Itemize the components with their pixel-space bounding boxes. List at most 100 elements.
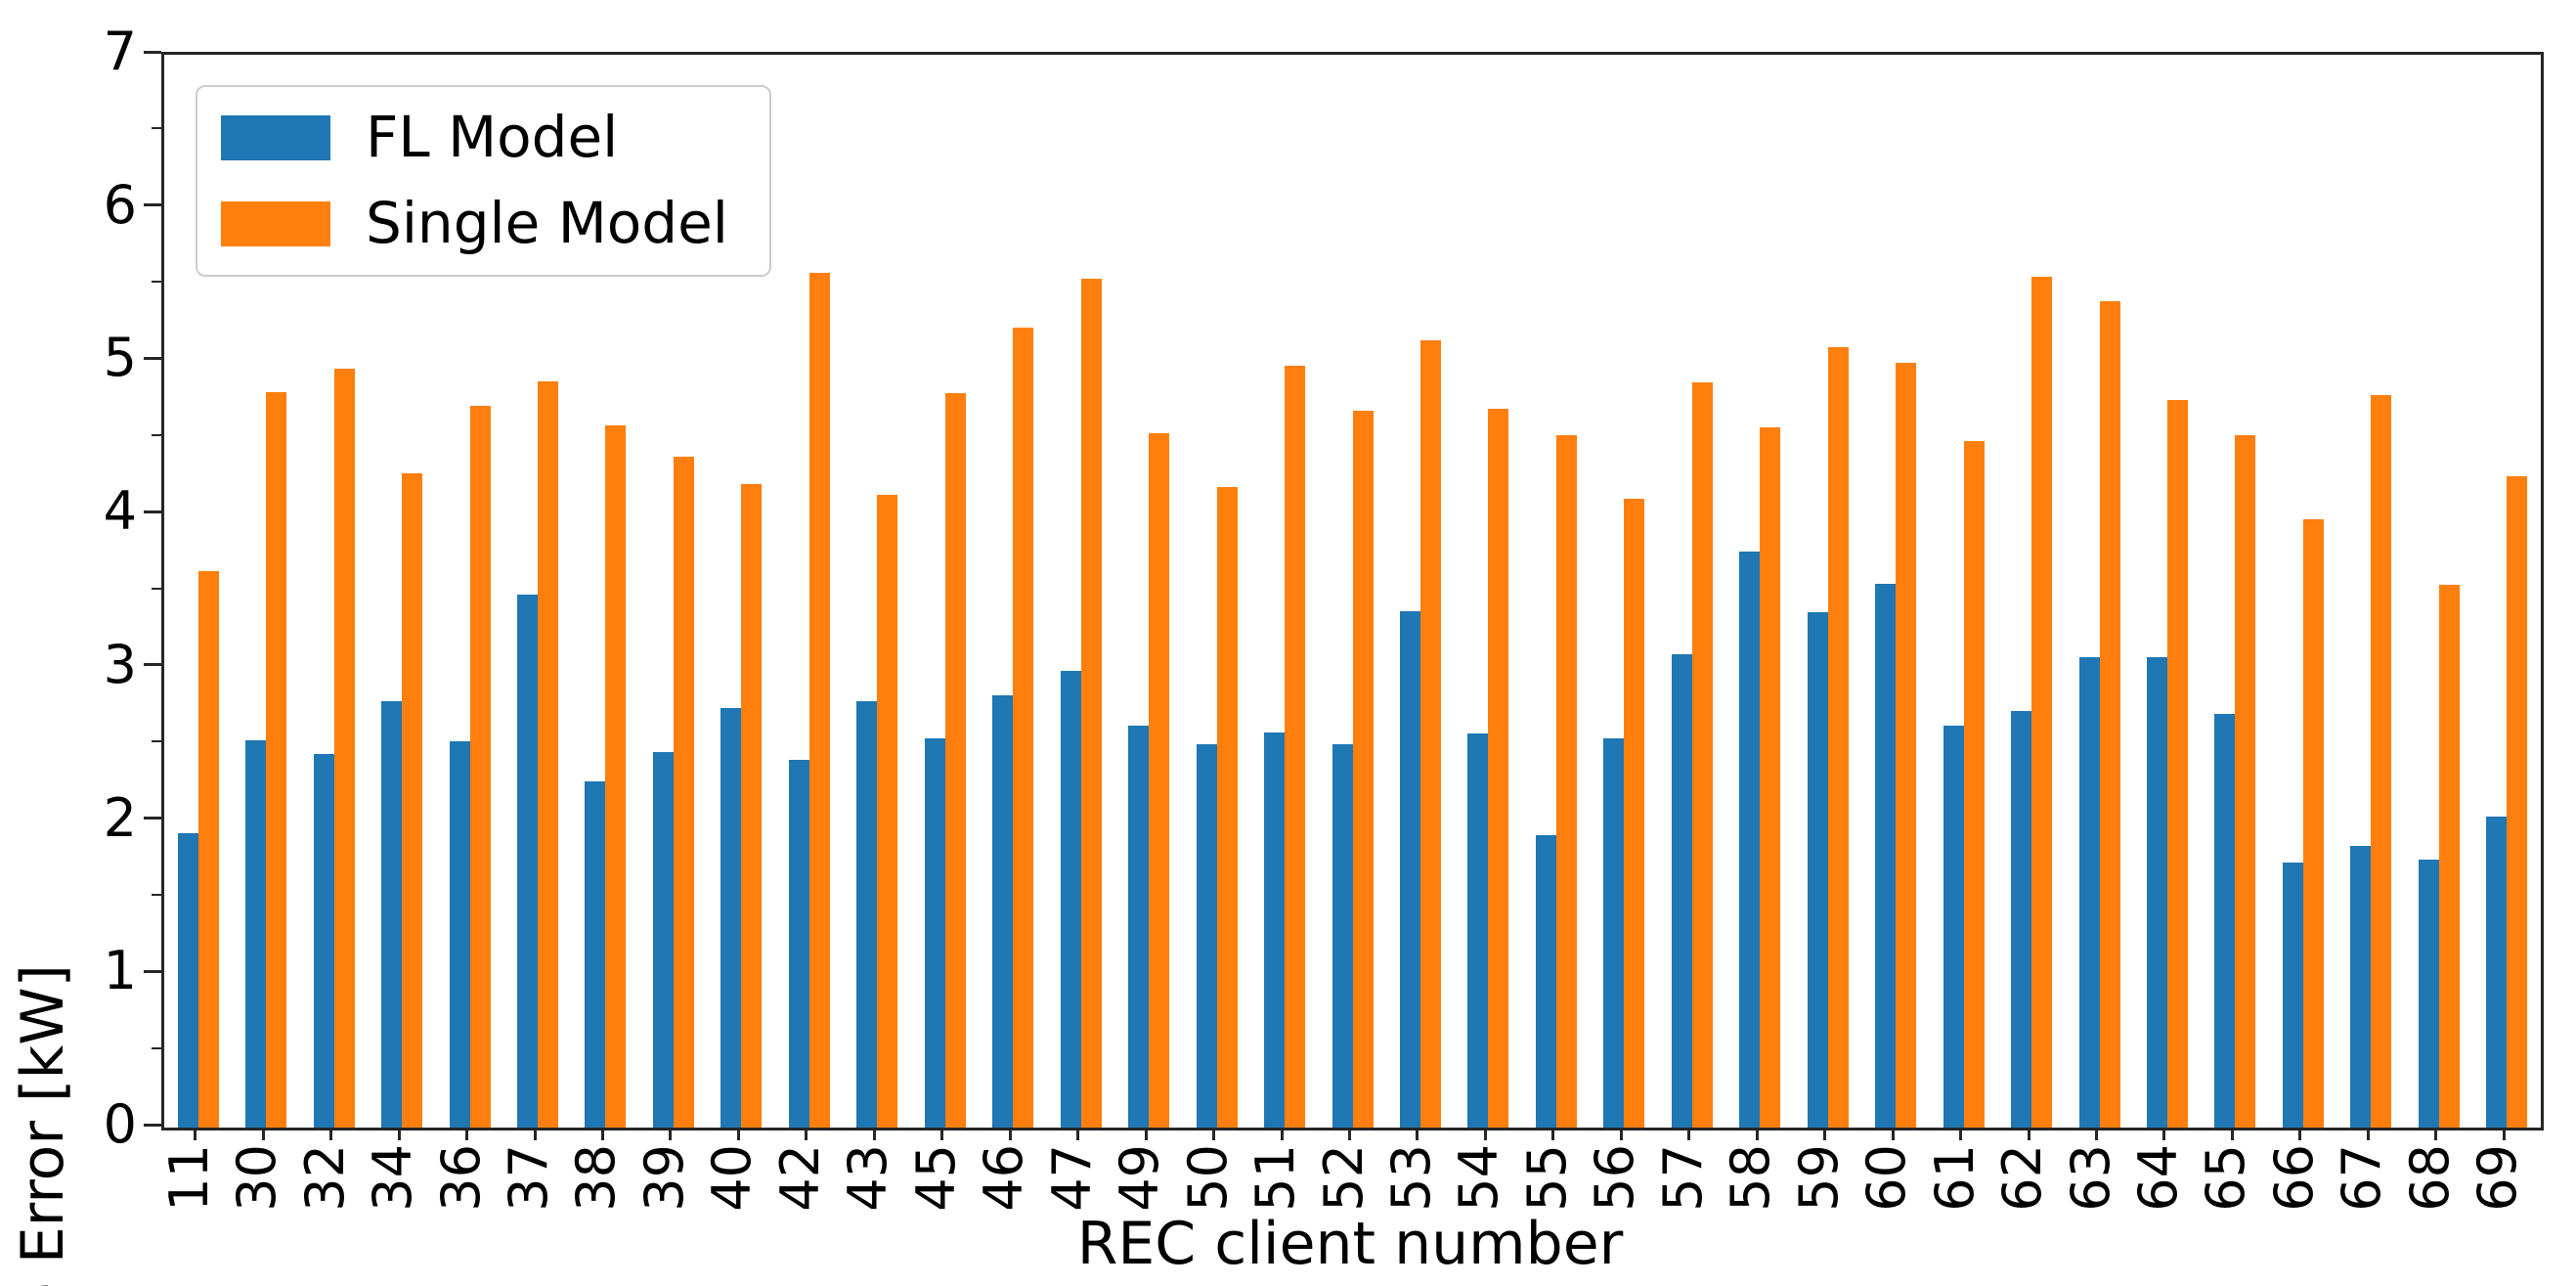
x-tick-label: 40 xyxy=(701,1144,764,1212)
x-tick-label: 69 xyxy=(2467,1144,2529,1212)
x-tick xyxy=(397,1128,401,1140)
y-minor-tick xyxy=(152,587,161,590)
x-tick-label: 45 xyxy=(904,1144,967,1212)
x-tick-label: 68 xyxy=(2398,1144,2461,1212)
x-tick xyxy=(2434,1128,2438,1140)
bar-fl-model-66 xyxy=(2282,862,2303,1128)
legend-entry-single-model: Single Model xyxy=(221,192,742,255)
y-tick-label: 2 xyxy=(103,786,137,849)
bar-single-model-43 xyxy=(877,494,898,1128)
x-tick-label: 56 xyxy=(1584,1144,1646,1212)
bar-fl-model-30 xyxy=(245,739,267,1128)
bar-single-model-53 xyxy=(1419,339,1441,1128)
x-tick-label: 62 xyxy=(1991,1144,2054,1212)
x-tick xyxy=(2162,1128,2166,1140)
x-tick xyxy=(1755,1128,1759,1140)
bar-fl-model-40 xyxy=(720,707,742,1128)
bar-fl-model-64 xyxy=(2146,656,2167,1128)
x-tick xyxy=(533,1128,537,1140)
bar-single-model-45 xyxy=(944,393,966,1128)
fl-model-swatch-icon xyxy=(221,114,330,160)
x-tick-label: 50 xyxy=(1176,1144,1239,1212)
bar-single-model-56 xyxy=(1624,499,1645,1128)
bar-fl-model-62 xyxy=(2011,710,2032,1128)
x-tick xyxy=(669,1128,673,1140)
x-tick-label: 66 xyxy=(2262,1144,2325,1212)
x-tick xyxy=(465,1128,469,1140)
x-tick xyxy=(2095,1128,2099,1140)
y-major-tick xyxy=(144,1123,161,1127)
x-tick-label: 42 xyxy=(768,1144,831,1212)
y-minor-tick xyxy=(152,893,161,896)
plot-area xyxy=(161,52,2544,1131)
x-tick xyxy=(1959,1128,1963,1140)
single-model-swatch-icon xyxy=(221,200,330,246)
bar-single-model-69 xyxy=(2507,475,2528,1128)
bar-single-model-58 xyxy=(1760,426,1781,1128)
bar-fl-model-37 xyxy=(517,594,538,1128)
bar-fl-model-36 xyxy=(449,741,470,1128)
x-tick xyxy=(1687,1128,1691,1140)
x-tick xyxy=(1891,1128,1895,1140)
y-major-tick xyxy=(144,356,161,360)
bar-single-model-37 xyxy=(538,380,558,1128)
x-tick-label: 30 xyxy=(226,1144,288,1212)
x-tick xyxy=(2502,1128,2506,1140)
x-tick-label: 63 xyxy=(2059,1144,2121,1212)
bar-fl-model-34 xyxy=(381,701,403,1128)
bar-single-model-30 xyxy=(266,391,287,1128)
bar-fl-model-46 xyxy=(992,695,1014,1128)
x-tick-label: 11 xyxy=(157,1144,220,1212)
bar-fl-model-32 xyxy=(313,753,334,1128)
x-axis-label: REC client number xyxy=(1076,1210,1624,1278)
y-major-tick xyxy=(144,663,161,667)
y-tick-label: 5 xyxy=(103,327,137,389)
bar-fl-model-58 xyxy=(1739,551,1761,1128)
bar-fl-model-38 xyxy=(585,780,606,1128)
bar-fl-model-55 xyxy=(1535,834,1556,1128)
x-tick xyxy=(2366,1128,2370,1140)
bar-single-model-11 xyxy=(197,571,219,1128)
bar-single-model-55 xyxy=(1555,434,1577,1128)
x-tick-label: 36 xyxy=(429,1144,492,1212)
x-tick xyxy=(1619,1128,1623,1140)
bar-single-model-51 xyxy=(1285,366,1306,1128)
y-major-tick xyxy=(144,203,161,207)
bar-single-model-34 xyxy=(402,472,423,1128)
bar-single-model-47 xyxy=(1080,278,1102,1128)
legend-entry-fl-model: FL Model xyxy=(221,106,742,169)
x-tick xyxy=(1144,1128,1148,1140)
bar-fl-model-11 xyxy=(177,833,198,1128)
x-tick xyxy=(1212,1128,1216,1140)
bar-single-model-67 xyxy=(2371,394,2392,1128)
x-tick xyxy=(2027,1128,2030,1140)
bar-single-model-59 xyxy=(1827,347,1849,1128)
x-tick xyxy=(1823,1128,1827,1140)
x-tick-label: 34 xyxy=(362,1144,424,1212)
bar-fl-model-50 xyxy=(1196,744,1217,1128)
x-tick-label: 53 xyxy=(1379,1144,1442,1212)
y-minor-tick xyxy=(152,281,161,284)
bar-fl-model-65 xyxy=(2214,713,2236,1128)
bar-single-model-61 xyxy=(1963,440,1985,1128)
bar-single-model-36 xyxy=(469,405,491,1128)
y-minor-tick xyxy=(152,740,161,743)
x-tick xyxy=(1076,1128,1080,1140)
bar-single-model-39 xyxy=(673,456,694,1128)
bar-fl-model-61 xyxy=(1943,726,1964,1128)
bar-fl-model-53 xyxy=(1399,610,1420,1128)
bar-single-model-63 xyxy=(2099,301,2120,1128)
x-tick xyxy=(1551,1128,1555,1140)
bar-single-model-62 xyxy=(2031,277,2053,1128)
y-tick-label: 1 xyxy=(103,940,137,1002)
bar-fl-model-60 xyxy=(1875,583,1897,1128)
bar-fl-model-42 xyxy=(788,759,809,1128)
x-tick-label: 64 xyxy=(2126,1144,2189,1212)
x-tick-label: 46 xyxy=(973,1144,1035,1212)
bar-fl-model-43 xyxy=(856,701,878,1128)
legend: FL Model Single Model xyxy=(196,85,771,277)
bar-fl-model-45 xyxy=(924,737,945,1128)
x-tick xyxy=(1348,1128,1351,1140)
x-tick xyxy=(194,1128,197,1140)
